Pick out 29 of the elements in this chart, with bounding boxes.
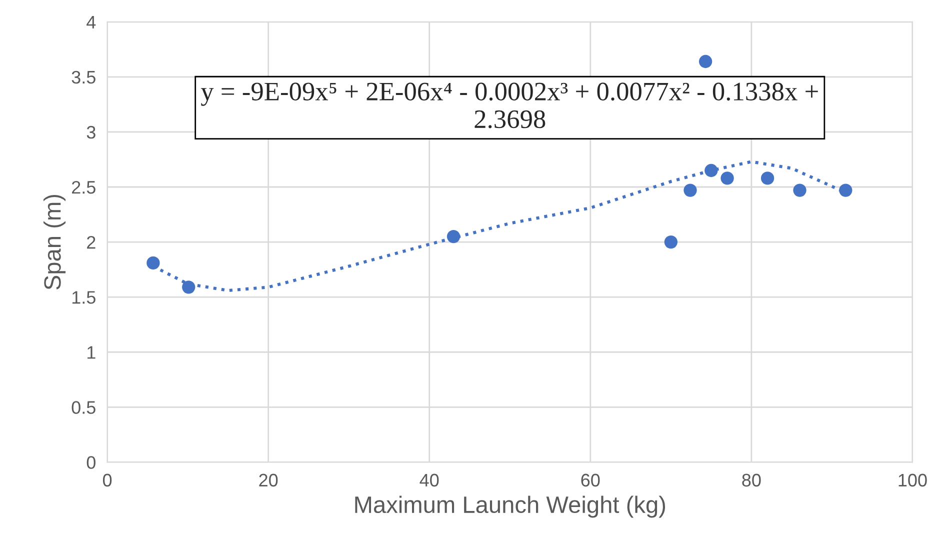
y-tick-label: 3.5 — [72, 70, 96, 84]
point — [793, 184, 806, 197]
y-tick-label: 3 — [86, 126, 96, 139]
point — [146, 256, 160, 270]
point — [446, 230, 460, 244]
point — [760, 172, 774, 185]
y-tick-label: 4 — [86, 16, 96, 28]
x-tick-label: 40 — [420, 474, 439, 487]
point — [704, 164, 718, 178]
x-tick-label: 20 — [259, 474, 278, 487]
y-tick-label: 0.5 — [72, 401, 96, 414]
point — [839, 184, 852, 197]
x-tick-label: 60 — [581, 474, 600, 487]
y-tick-label: 2.5 — [72, 180, 96, 194]
x-tick-label: 100 — [898, 474, 927, 487]
point — [684, 184, 697, 197]
point — [698, 54, 712, 68]
y-tick-label: 1.5 — [72, 291, 96, 304]
y-axis-title: Span (m) — [44, 194, 66, 290]
x-axis-title: Maximum Launch Weight (kg) — [355, 496, 666, 518]
y-tick-label: 2 — [87, 236, 96, 249]
point — [664, 235, 678, 249]
x-tick-label: 0 — [102, 474, 112, 487]
y-tick-label: 1 — [88, 346, 96, 359]
point — [182, 280, 196, 294]
point — [720, 172, 734, 185]
x-tick-label: 80 — [742, 474, 761, 487]
y-tick-label: 0 — [86, 456, 96, 469]
annotation: y = -9E-09x⁵ + 2E-06x⁴ - 0.0002x³ + 0.0077x² - 0.1338x + 2.3698 — [200, 82, 818, 128]
